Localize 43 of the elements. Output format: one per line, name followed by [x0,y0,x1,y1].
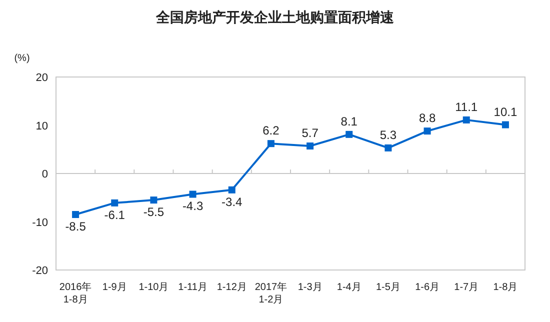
data-label: -6.1 [104,208,126,222]
x-tick-label: 1-5月 [376,282,400,293]
data-label: -8.5 [65,220,86,234]
x-tick-label: 1-3月 [298,282,322,293]
data-label: 8.8 [418,111,436,126]
data-label: 8.1 [340,114,358,128]
point [150,196,158,204]
x-tick-label: 1-6月 [415,282,440,293]
point [462,116,470,124]
x-tick-label: 1-11月 [178,282,208,293]
point [306,142,314,150]
data-label: -5.5 [143,205,164,220]
x-tick-label: 1-4月 [336,282,362,293]
y-tick-label: 0 [42,168,48,180]
y-tick-label: 20 [36,72,48,84]
point [424,128,431,135]
x-tick-label: 1-7月 [454,282,479,293]
point [72,211,80,218]
x-tick-label: 1-8月 [493,282,518,293]
point [189,190,196,198]
y-axis-title: (%) [14,53,30,64]
data-label: 6.2 [262,124,280,138]
x-tick-label: 1-12月 [216,282,247,293]
data-label: -4.3 [182,199,204,214]
y-tick-label: 10 [36,120,48,132]
y-tick-label: -20 [32,265,48,277]
data-label: -3.4 [222,194,243,209]
x-tick-label: 2016年 1-8月 [59,281,92,306]
point [267,140,274,148]
point [111,199,118,206]
point [346,130,353,138]
data-label: 5.7 [302,126,319,140]
data-label: 11.1 [455,100,478,114]
data-label: 10.1 [494,104,518,119]
x-tick-label: 2017年 1-2月 [254,281,288,306]
x-tick-label: 1-10月 [138,282,169,293]
point [384,144,392,152]
data-label: 5.3 [380,128,397,142]
x-tick-label: 1-9月 [102,282,127,293]
y-tick-label: -10 [32,216,48,229]
point [502,121,509,128]
chart-title: 全国房地产开发企业土地购置面积增速 [155,9,395,25]
point [228,186,236,194]
